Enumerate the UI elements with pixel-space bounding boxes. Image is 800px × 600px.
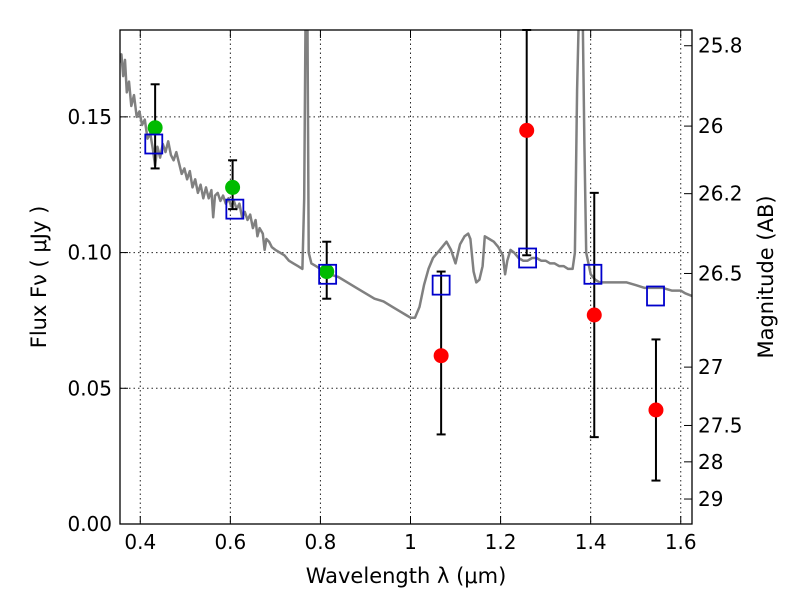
mag-tick-label: 25.8 [698, 34, 743, 58]
mag-tick-label: 26.5 [698, 261, 743, 285]
photometry-detections-point [147, 120, 163, 136]
y-tick-label: 0.10 [67, 241, 112, 265]
x-tick-label: 1.6 [665, 530, 697, 554]
photometry-low-significance-point [519, 122, 535, 138]
model-band-square [144, 133, 164, 155]
y-tick-label: 0.15 [67, 105, 112, 129]
y-axis-label: Flux Fν ( μJy ) [27, 206, 51, 349]
x-tick-label: 1 [404, 530, 417, 554]
x-tick-label: 1.2 [485, 530, 517, 554]
x-tick-label: 1.4 [575, 530, 607, 554]
mag-tick-label: 29 [698, 487, 723, 511]
photometry-low-significance-point [648, 402, 664, 418]
x-tick-label: 0.8 [305, 530, 337, 554]
model-band-square [431, 274, 451, 296]
photometry-detections-point [319, 264, 335, 280]
photometry-low-significance-point [433, 348, 449, 364]
model-band-square [225, 198, 245, 220]
model-band-square [518, 247, 538, 269]
photometry-detections-point [225, 179, 241, 195]
x-axis-label: Wavelength λ (μm) [306, 564, 507, 588]
x-tick-label: 0.6 [214, 530, 246, 554]
mag-tick-label: 27 [698, 355, 723, 379]
mag-tick-label: 26 [698, 114, 723, 138]
model-band-square [318, 263, 338, 285]
plot-area [120, 30, 692, 524]
model-band-square [646, 285, 665, 307]
mag-tick-label: 28 [698, 450, 723, 474]
photometry-low-significance-point [586, 307, 602, 323]
markers [144, 120, 665, 418]
model-spectrum-line [120, 30, 692, 319]
mag-tick-label: 26.2 [698, 182, 743, 206]
plot-frame [119, 29, 693, 525]
y-tick-label: 0.05 [67, 376, 112, 400]
ticks: 0.4 0.6 0.8 1 1.2 1.4 1.6 0.00 0.05 0.10 0.15 25.8 2… [67, 30, 743, 554]
right-axis-label: Magnitude (AB) [754, 195, 778, 358]
y-tick-label: 0.00 [67, 512, 112, 536]
model-band-square [583, 263, 603, 285]
series-layer [120, 30, 692, 319]
mag-tick-label: 27.5 [698, 413, 743, 437]
x-tick-label: 0.4 [124, 530, 156, 554]
